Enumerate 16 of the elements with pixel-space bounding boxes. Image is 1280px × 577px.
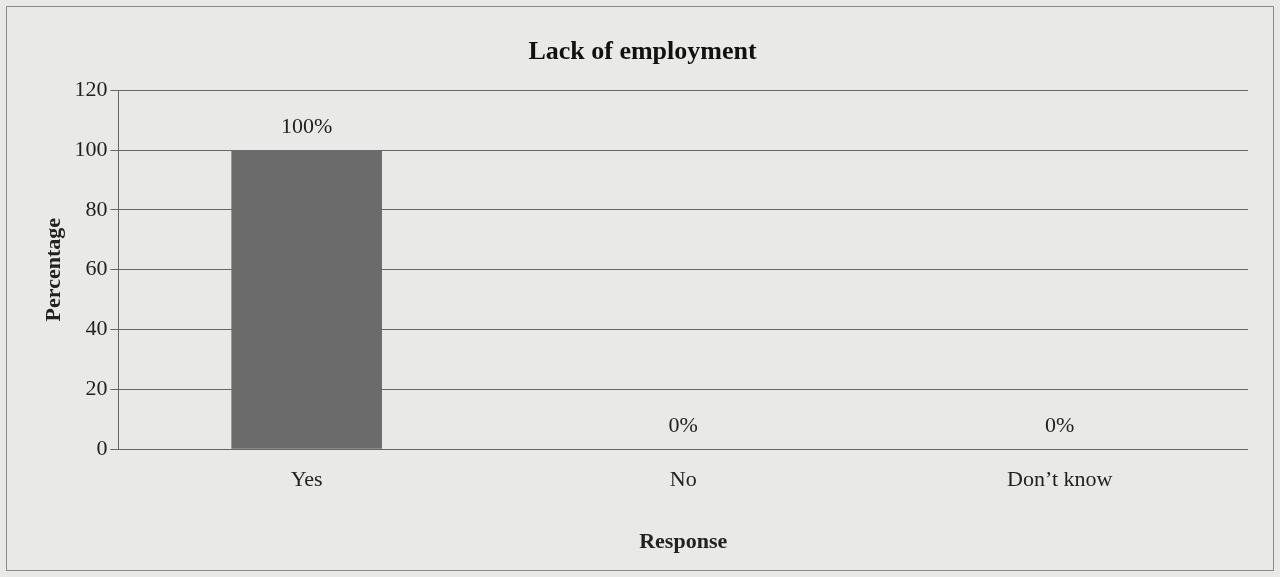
data-label: 0% (668, 411, 698, 437)
x-tick-label: Yes (290, 466, 323, 492)
y-tick-label: 120 (74, 75, 108, 101)
chart-title: Lack of employment (528, 36, 757, 66)
x-axis-title: Response (639, 528, 728, 554)
y-tick-label: 40 (85, 315, 108, 341)
y-axis-title: Percentage (39, 217, 65, 322)
data-label: 0% (1045, 411, 1075, 437)
y-tick-label: 80 (85, 195, 108, 221)
y-tick-label: 60 (85, 255, 108, 281)
y-tick-label: 100 (74, 135, 108, 161)
y-tick-label: 0 (96, 434, 108, 460)
x-tick-label: Don’t know (1007, 466, 1113, 492)
y-tick-label: 20 (85, 375, 108, 401)
data-label: 100% (281, 112, 333, 138)
x-tick-label: No (669, 466, 697, 492)
